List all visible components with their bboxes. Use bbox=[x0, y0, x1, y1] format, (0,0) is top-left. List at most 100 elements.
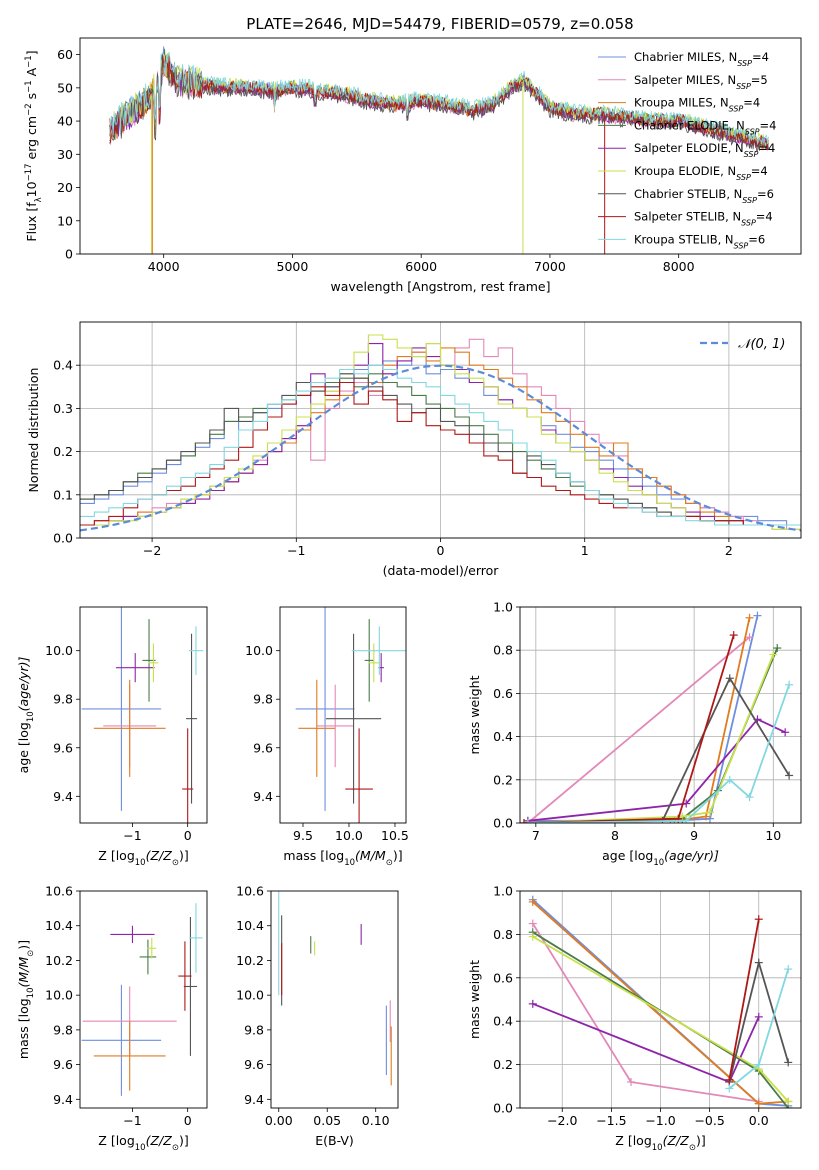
x-axis-label-part: 10 bbox=[135, 858, 146, 868]
axes-frame bbox=[519, 606, 802, 824]
y-tick-label: 10.6 bbox=[45, 884, 73, 899]
x-tick-label: −2 bbox=[143, 543, 161, 558]
legend-label: Salpeter ELODIE, NSSP=4 bbox=[634, 141, 775, 159]
y-tick-label: 0.0 bbox=[53, 531, 73, 546]
x-tick-label: 1 bbox=[581, 543, 589, 558]
legend-label-part: =4 bbox=[758, 141, 775, 155]
y-tick-label: 9.4 bbox=[244, 1092, 264, 1107]
y-axis-label-part: 10 bbox=[26, 711, 36, 722]
y-tick-label: 9.8 bbox=[244, 1022, 264, 1037]
axes-frame bbox=[519, 890, 802, 1109]
x-axis-label-part: Z [log bbox=[98, 848, 134, 863]
legend-label-part: SSP bbox=[737, 59, 752, 68]
y-tick-label: 30 bbox=[57, 147, 73, 162]
mass_vs_Z-panel: −1 09.49.69.810.010.210.410.6Z [log10(Z/Z… bbox=[16, 884, 208, 1153]
y-tick-label: 0.0 bbox=[493, 816, 513, 831]
legend-label-part: SSP bbox=[742, 195, 757, 204]
y-tick-label: 10 bbox=[57, 213, 73, 228]
y-axis-label-part: erg cm bbox=[24, 116, 39, 164]
axes-frame bbox=[79, 37, 802, 255]
y-axis-label-part: λ bbox=[34, 197, 44, 202]
y-tick-label: 9.8 bbox=[253, 692, 273, 707]
x-axis-label-part: 10 bbox=[653, 858, 664, 868]
y-axis-label-part: 10 bbox=[24, 181, 39, 197]
x-axis-label: Z [log10(Z/Z⊙)] bbox=[98, 1133, 188, 1153]
y-tick-label: 9.4 bbox=[53, 789, 73, 804]
y-tick-label: 40 bbox=[57, 114, 73, 129]
x-tick-label: −1 bbox=[287, 543, 305, 558]
y-axis-label: Flux [fλ10−17 erg cm−2 s−1 A−1] bbox=[24, 50, 44, 241]
x-tick-label: 0.0 bbox=[749, 1113, 769, 1128]
y-tick-label: 10.0 bbox=[45, 643, 73, 658]
y-axis-label: age [log10(age/yr)] bbox=[16, 657, 36, 774]
x-axis-label-part: )] bbox=[696, 1133, 706, 1148]
y-tick-label: 50 bbox=[57, 80, 73, 95]
legend-label: Salpeter STELIB, NSSP=4 bbox=[634, 210, 773, 228]
x-axis-label-part: (Z/Z bbox=[663, 1133, 690, 1148]
y-axis-label: Normed distribution bbox=[26, 368, 41, 493]
x-tick-label: 5000 bbox=[277, 259, 309, 274]
legend-label-part: SSP bbox=[745, 127, 760, 136]
y-tick-label: 9.6 bbox=[244, 1057, 264, 1072]
x-tick-label: 7 bbox=[532, 828, 540, 843]
x-tick-label: −1.5 bbox=[596, 1113, 626, 1128]
axes-frame bbox=[79, 321, 802, 539]
y-tick-label: 10.6 bbox=[236, 884, 264, 899]
legend-label-part: =4 bbox=[752, 50, 769, 64]
legend-label-part: =4 bbox=[756, 210, 773, 224]
y-tick-label: 9.8 bbox=[53, 692, 73, 707]
y-tick-label: 0.6 bbox=[493, 686, 513, 701]
normal-curve bbox=[80, 364, 801, 532]
y-axis-label-part: −17 bbox=[24, 163, 34, 181]
residuals-plot-area bbox=[80, 334, 801, 532]
x-axis-label-part: )] bbox=[179, 848, 189, 863]
x-axis-label-part: Z [log bbox=[98, 1133, 134, 1148]
legend-label-part: =4 bbox=[751, 164, 768, 178]
x-axis-label-part: (M/M bbox=[355, 848, 386, 863]
x-axis-label: age [log10(age/yr)] bbox=[602, 848, 719, 868]
y-tick-label: 20 bbox=[57, 180, 73, 195]
spectrum-line bbox=[109, 53, 769, 153]
y-tick-label: 0.2 bbox=[53, 444, 73, 459]
y-axis-label-part: A bbox=[24, 67, 39, 80]
legend-label-part: Chabrier ELODIE, N bbox=[634, 118, 745, 132]
age_vs_Z-panel: −1 09.49.69.810.0Z [log10(Z/Z⊙)]age [log1… bbox=[16, 606, 208, 868]
legend-label: Kroupa ELODIE, NSSP=4 bbox=[634, 164, 768, 182]
y-tick-label: 9.4 bbox=[53, 1092, 73, 1107]
axes-frame bbox=[270, 890, 399, 1109]
residuals-panel: −2 −1 0 1 2 0.0 0.1 0.2 0.3 0.4 (data-model)/error… bbox=[26, 321, 802, 578]
legend-label-part: SSP bbox=[734, 241, 749, 250]
y-tick-label: 10.4 bbox=[45, 918, 73, 933]
legend-label: Chabrier ELODIE, NSSP=4 bbox=[634, 118, 776, 136]
y-axis-label-part: ] bbox=[24, 50, 39, 55]
x-tick-label: 0.05 bbox=[313, 1113, 341, 1128]
x-tick-label: 10.5 bbox=[381, 828, 409, 843]
x-axis-label-part: 10 bbox=[135, 1143, 146, 1153]
x-axis-label-part: )] bbox=[393, 848, 403, 863]
weight-line bbox=[527, 718, 786, 822]
y-tick-label: 10.4 bbox=[236, 918, 264, 933]
y-tick-label: 0.2 bbox=[493, 1057, 513, 1072]
x-axis-label-part: ⊙ bbox=[172, 858, 179, 868]
x-axis-label: (data-model)/error bbox=[383, 563, 500, 578]
x-tick-label: 0.10 bbox=[362, 1113, 390, 1128]
x-tick-label: 10 bbox=[765, 828, 781, 843]
x-tick-label: −2.0 bbox=[547, 1113, 577, 1128]
y-axis-label: mass weight bbox=[467, 960, 482, 1039]
x-axis-label-part: (age/yr)] bbox=[664, 848, 719, 863]
x-axis-label: wavelength [Angstrom, rest frame] bbox=[330, 279, 550, 294]
legend-label-part: SSP bbox=[741, 218, 756, 227]
legend-label: Kroupa MILES, NSSP=4 bbox=[634, 96, 760, 114]
x-tick-label: −1 bbox=[123, 828, 141, 843]
y-tick-label: 60 bbox=[57, 47, 73, 62]
x-tick-label: 2 bbox=[725, 543, 733, 558]
x-axis-label: Z [log10(Z/Z⊙)] bbox=[615, 1133, 705, 1153]
x-axis-label-part: age [log bbox=[602, 848, 653, 863]
x-axis-label: Z [log10(Z/Z⊙)] bbox=[98, 848, 188, 868]
x-tick-label: 0 bbox=[184, 828, 192, 843]
x-axis-label-part: 10 bbox=[344, 858, 355, 868]
x-tick-label: 9.5 bbox=[293, 828, 313, 843]
y-tick-label: 1.0 bbox=[493, 884, 513, 899]
x-tick-label: 9 bbox=[690, 828, 698, 843]
weight-line bbox=[527, 636, 751, 823]
